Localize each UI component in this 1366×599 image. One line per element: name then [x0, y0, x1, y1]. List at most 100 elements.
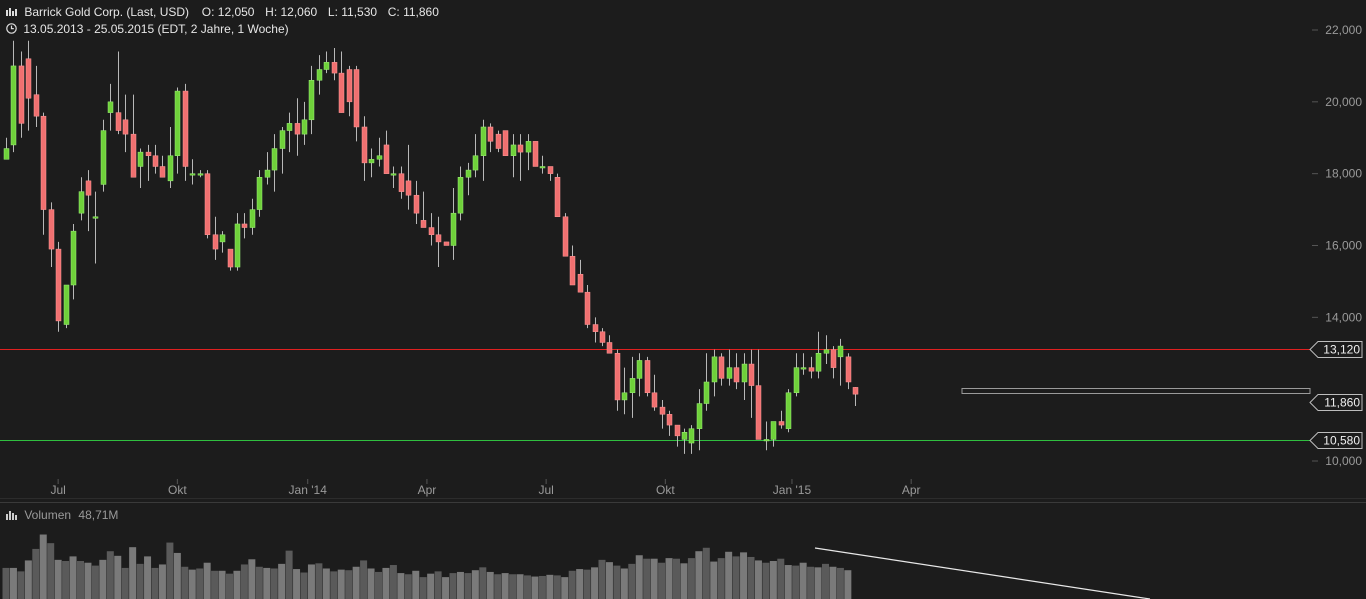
volume-bar — [822, 563, 829, 599]
candle-up — [189, 173, 196, 176]
candle-down — [212, 234, 219, 250]
volume-bar — [434, 571, 442, 599]
volume-bars-icon[interactable] — [6, 509, 18, 520]
chart-type-icon[interactable] — [6, 6, 17, 16]
candle-up — [480, 126, 487, 156]
candle-up — [390, 173, 397, 176]
volume-bar — [300, 572, 308, 599]
volume-bar — [211, 570, 219, 599]
volume-bar — [471, 570, 479, 599]
candle-up — [264, 169, 271, 178]
candle-up — [823, 349, 830, 354]
candle-down — [644, 360, 651, 394]
volume-bar — [561, 577, 569, 599]
candle-down — [502, 130, 509, 156]
clock-icon[interactable] — [6, 23, 17, 34]
candle-up — [763, 439, 770, 442]
volume-bar — [404, 574, 412, 599]
volume-bar — [307, 564, 315, 599]
x-tick-label: Jul — [538, 483, 553, 497]
volume-bar — [285, 550, 293, 599]
volume-bar — [762, 562, 770, 599]
candle-down — [443, 241, 450, 246]
candle-up — [793, 367, 800, 394]
candle-down — [599, 331, 606, 343]
candle-up — [316, 69, 323, 81]
volume-bar — [248, 559, 256, 599]
volume-bar — [598, 559, 606, 599]
volume-bar — [814, 567, 822, 599]
volume-bar — [315, 563, 323, 599]
candle-down — [435, 234, 442, 243]
price-tag-label: 10,580 — [1323, 434, 1360, 448]
volume-bar — [576, 569, 584, 599]
volume-bar — [501, 573, 509, 599]
volume-bar — [54, 559, 62, 599]
volume-bar — [680, 563, 688, 599]
volume-bar — [516, 574, 524, 599]
candle-down — [383, 144, 390, 174]
volume-bar — [151, 567, 159, 599]
candle-up — [711, 356, 718, 383]
volume-bar — [702, 547, 710, 599]
volume-bar — [524, 575, 531, 599]
x-tick-label: Jul — [50, 483, 65, 497]
candle-down — [852, 387, 859, 395]
volume-bar — [136, 563, 144, 599]
instrument-title: Barrick Gold Corp. (Last, USD) — [24, 5, 190, 19]
candle-up — [800, 367, 807, 370]
candle-up — [465, 169, 472, 178]
candle-up — [301, 119, 308, 135]
candle-down — [606, 342, 613, 354]
candle-down — [18, 65, 25, 124]
candle-up — [286, 123, 293, 131]
candle-up — [696, 403, 703, 429]
volume-bar — [807, 566, 815, 599]
candle-down — [346, 69, 353, 103]
ohlc-low-label: L: — [327, 5, 338, 19]
volume-bar — [643, 558, 651, 599]
volume-bar — [784, 565, 792, 599]
candle-down — [241, 223, 248, 228]
candle-up — [368, 159, 375, 164]
candle-down — [748, 363, 755, 386]
volume-bar — [322, 568, 330, 599]
candle-down — [808, 367, 815, 372]
candle-up — [688, 428, 695, 444]
candle-up — [10, 65, 17, 146]
candle-up — [629, 378, 636, 394]
volume-bar — [449, 573, 457, 599]
candle-up — [78, 191, 85, 214]
volume-bar — [32, 548, 40, 599]
candle-down — [577, 273, 584, 293]
volume-bar — [717, 558, 725, 599]
candle-up — [308, 80, 315, 121]
ohlc-close-label: C: — [387, 5, 400, 19]
volume-bar — [792, 565, 800, 599]
candle-down — [48, 209, 55, 250]
candle-up — [703, 381, 710, 404]
candle-up — [63, 284, 70, 325]
candle-down — [562, 216, 569, 257]
ohlc-open-value: 12,050 — [217, 5, 255, 19]
volume-bar — [188, 569, 196, 599]
volume-bar — [665, 558, 673, 599]
candle-up — [539, 166, 546, 169]
volume-bar — [844, 570, 852, 599]
volume-bar — [747, 556, 755, 599]
candle-up — [472, 155, 479, 171]
x-tick-label: Apr — [902, 483, 921, 497]
candle-up — [234, 223, 241, 268]
candle-down — [592, 324, 599, 332]
candle-down — [331, 62, 338, 74]
candle-up — [837, 345, 844, 358]
candle-down — [495, 133, 502, 149]
volume-bar — [226, 573, 233, 599]
candle-down — [130, 133, 137, 178]
volume-bar — [479, 567, 487, 599]
date-range: 13.05.2013 - 25.05.2015 (EDT, 2 Jahre, 1… — [23, 22, 289, 36]
volume-bar — [494, 574, 502, 599]
candle-up — [636, 360, 643, 379]
volume-bar — [442, 577, 450, 599]
